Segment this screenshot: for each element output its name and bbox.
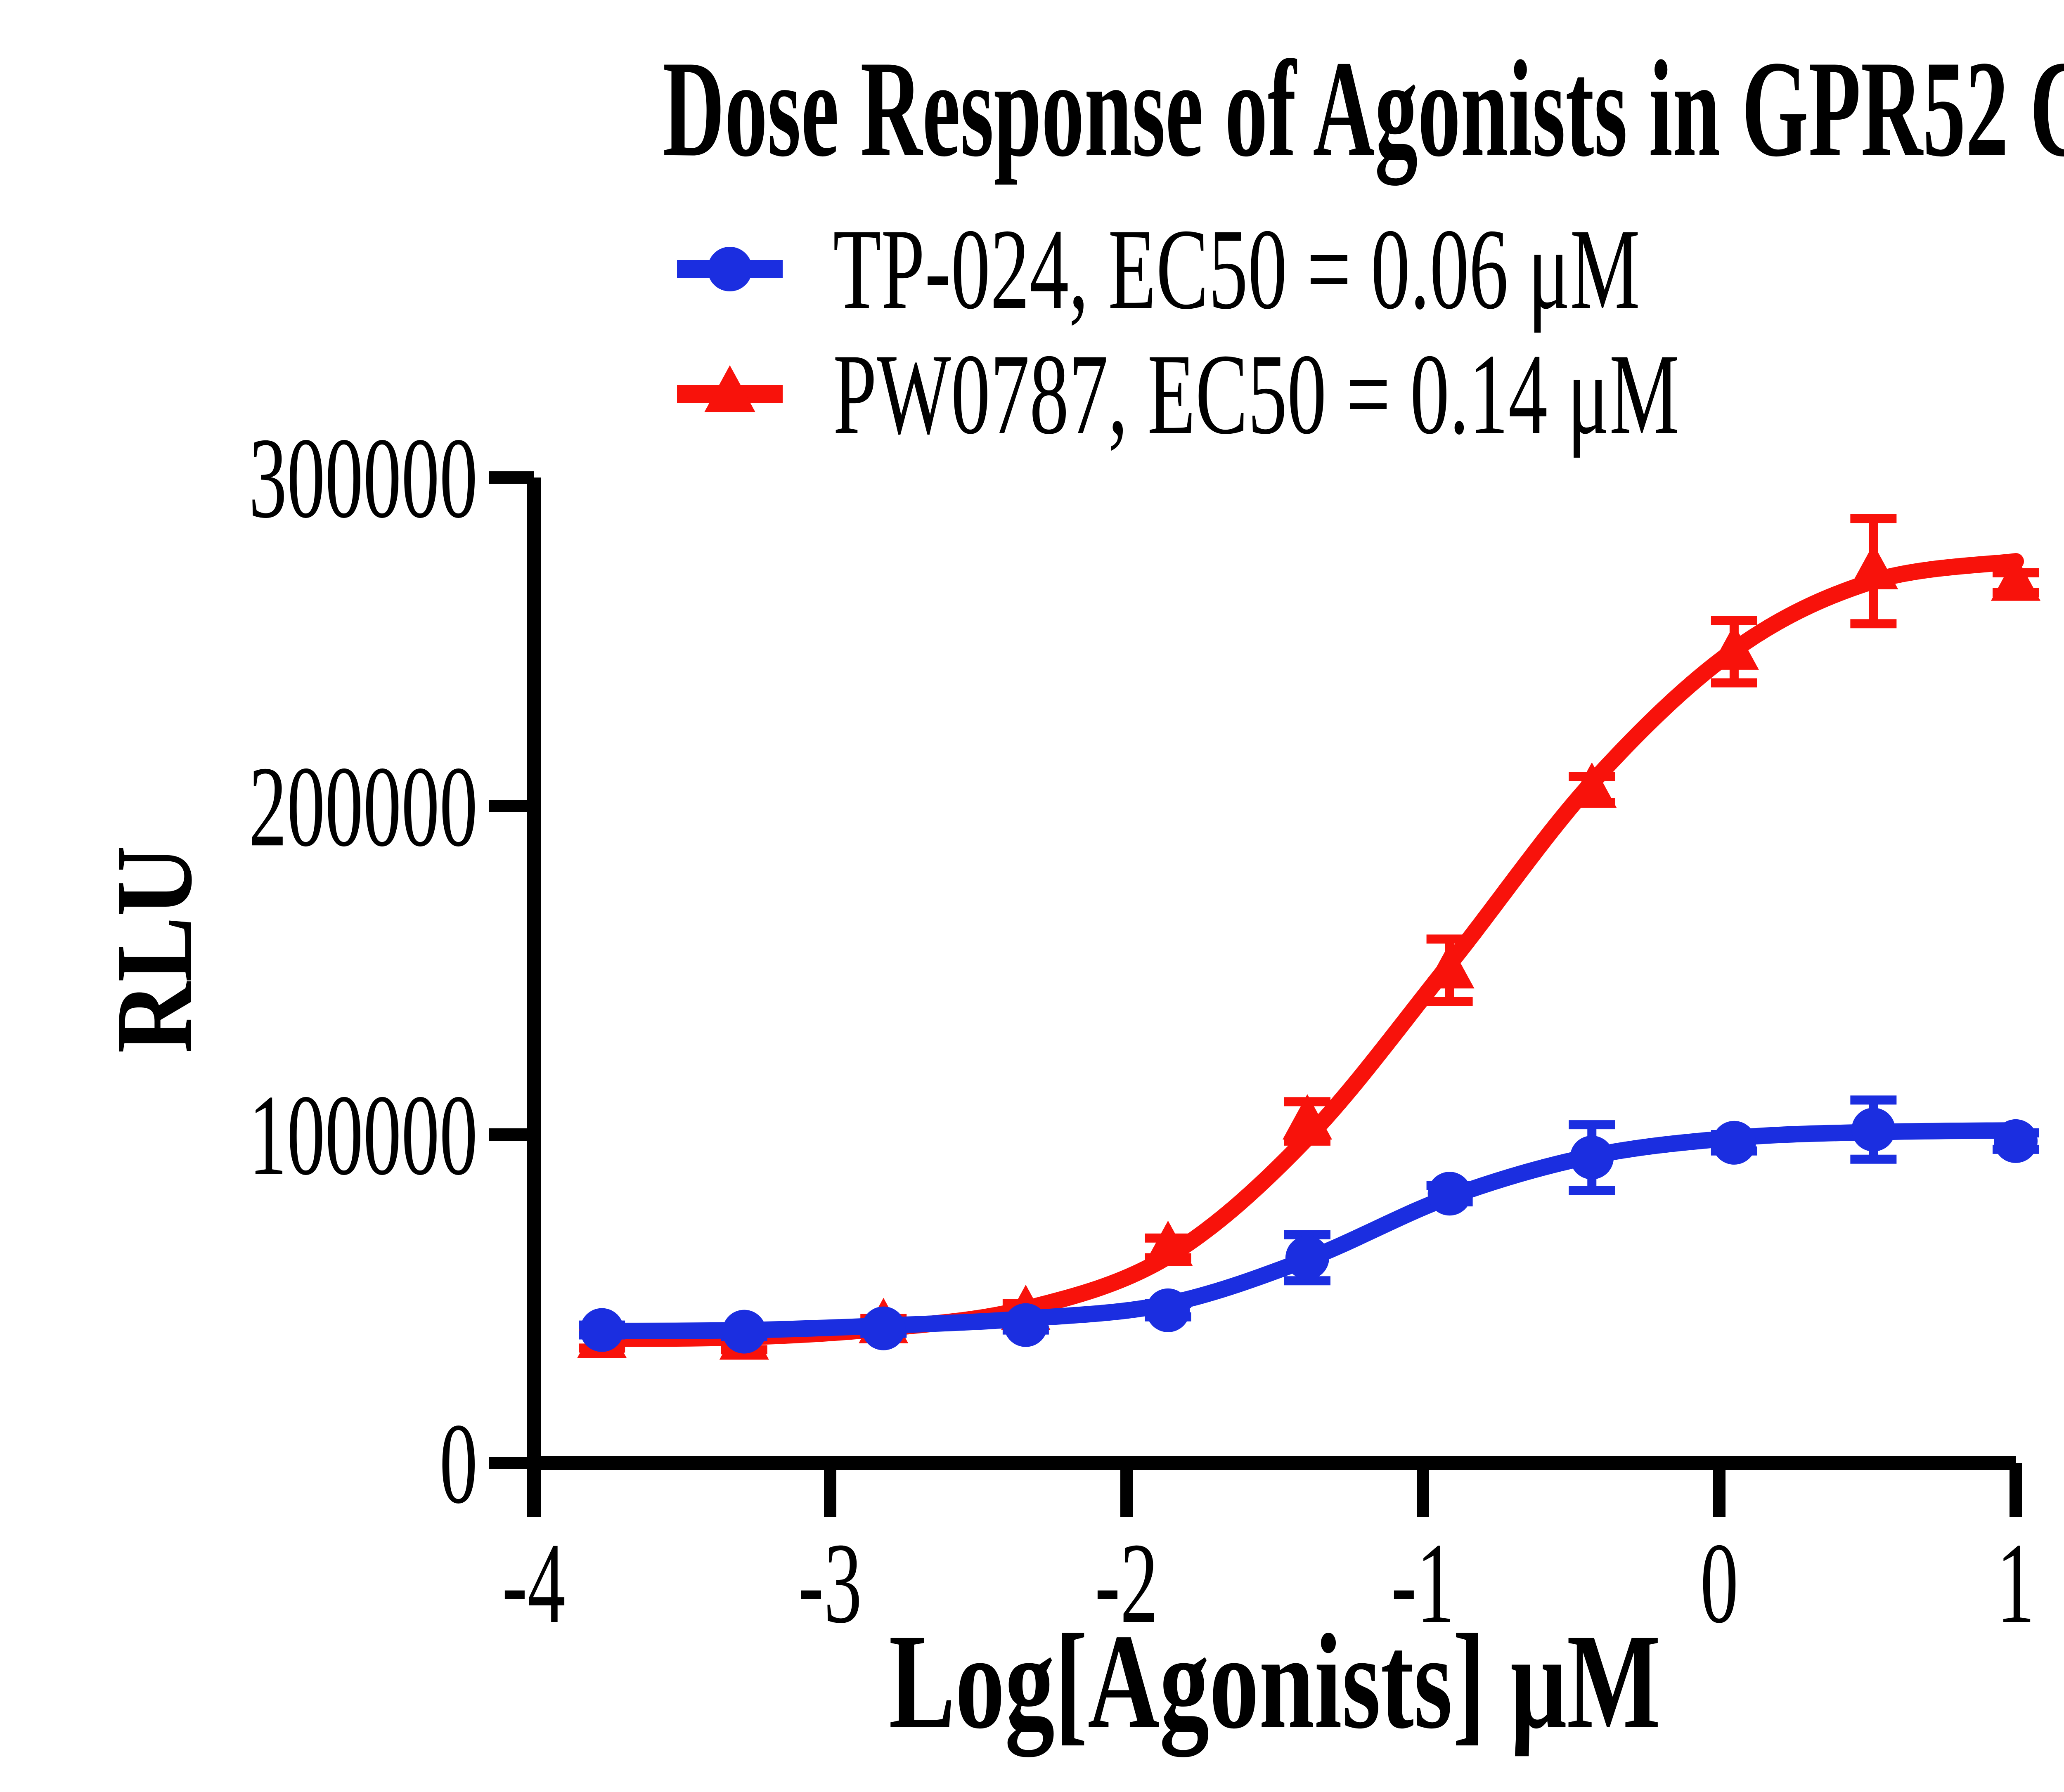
y-tick-label: 200000 — [249, 743, 478, 870]
legend-label-tp024: TP-024, EC50 = 0.06 μM — [833, 205, 1640, 333]
data-point-triangle-pw0787 — [1425, 943, 1475, 988]
legend-label-pw0787: PW0787, EC50 = 0.14 μM — [833, 330, 1680, 458]
y-tick-label: 100000 — [249, 1071, 478, 1199]
x-tick-label-group: 0 — [1700, 1520, 1738, 1647]
x-tick-label-group: -1 — [1391, 1520, 1455, 1647]
legend-item-pw0787: PW0787, EC50 = 0.14 μM — [675, 334, 2064, 454]
x-tick-label-group: 1 — [1997, 1520, 2035, 1647]
y-tick-label: 0 — [440, 1400, 478, 1527]
data-point-triangle-pw0787 — [1849, 544, 1898, 589]
chart-title-text: Dose Response of Agonists in GPR52 CRE-L… — [663, 32, 2064, 185]
data-point-circle-tp024 — [862, 1306, 906, 1350]
x-tick-label: -4 — [502, 1520, 566, 1647]
data-point-circle-tp024 — [1004, 1303, 1048, 1347]
y-tick-label-group: 0 — [440, 1400, 478, 1527]
circle-marker-icon — [708, 247, 752, 291]
x-tick-label: -1 — [1391, 1520, 1455, 1647]
triangle-marker-icon — [704, 365, 755, 412]
fit-curve-pw0787 — [594, 553, 2024, 1347]
y-tick-label: 300000 — [249, 414, 478, 542]
x-axis-title-group: Log[Agonists] μM — [889, 1607, 1661, 1759]
data-point-triangle-pw0787 — [1709, 624, 1759, 670]
data-point-triangle-pw0787 — [1143, 1220, 1193, 1266]
data-point-circle-tp024 — [1427, 1172, 1472, 1216]
y-tick-label-group: 100000 — [249, 1071, 478, 1199]
data-point-circle-tp024 — [1570, 1135, 1614, 1180]
data-point-circle-tp024 — [1146, 1288, 1190, 1332]
data-point-circle-tp024 — [1994, 1119, 2038, 1163]
y-axis-title-group: RLU — [93, 845, 215, 1053]
x-tick-label-group: -2 — [1095, 1520, 1158, 1647]
data-point-triangle-pw0787 — [1991, 555, 2040, 601]
data-point-circle-tp024 — [1851, 1108, 1896, 1152]
data-point-circle-tp024 — [1285, 1236, 1329, 1280]
series-tp024 — [579, 1095, 2039, 1354]
x-axis-title: Log[Agonists] μM — [889, 1607, 1661, 1759]
y-tick-label-group: 200000 — [249, 743, 478, 870]
x-tick-label-group: -3 — [798, 1520, 862, 1647]
data-point-circle-tp024 — [580, 1308, 624, 1352]
data-point-triangle-pw0787 — [1567, 762, 1617, 808]
legend-item-tp024: TP-024, EC50 = 0.06 μM — [675, 209, 2064, 329]
legend-marker-pw0787 — [677, 365, 783, 412]
legend-marker-tp024 — [677, 247, 783, 291]
x-tick-label: -2 — [1095, 1520, 1158, 1647]
data-point-circle-tp024 — [1712, 1121, 1756, 1165]
x-tick-label-group: -4 — [502, 1520, 566, 1647]
y-axis-title: RLU — [93, 845, 215, 1053]
legend: TP-024, EC50 = 0.06 μM PW0787, EC50 = 0.… — [675, 209, 2064, 454]
data-point-triangle-pw0787 — [1282, 1094, 1332, 1140]
x-tick-label: 0 — [1700, 1520, 1738, 1647]
data-point-circle-tp024 — [722, 1310, 766, 1354]
y-tick-label-group: 300000 — [249, 414, 478, 542]
x-tick-label: 1 — [1997, 1520, 2035, 1647]
x-tick-label: -3 — [798, 1520, 862, 1647]
chart-title: Dose Response of Agonists in GPR52 CRE-L… — [0, 36, 2064, 182]
